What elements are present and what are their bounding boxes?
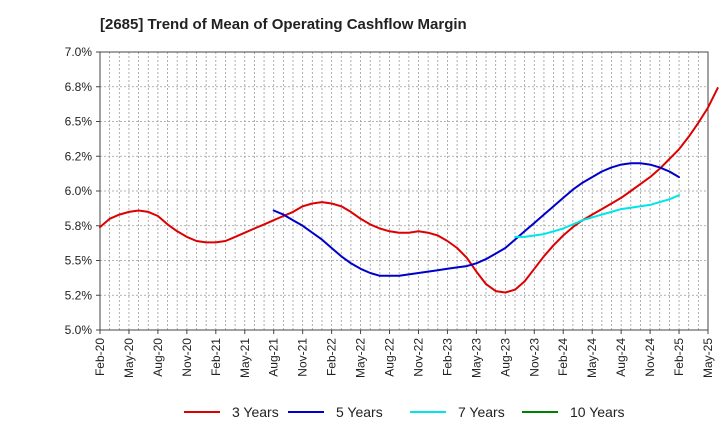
x-tick-label: Nov-22 (411, 338, 425, 377)
series-lines (99, 87, 719, 294)
legend-swatch-5-years (288, 411, 324, 413)
x-tick-label: Aug-24 (614, 338, 628, 377)
series-line-3-years (99, 87, 719, 294)
axes (96, 51, 709, 334)
x-tick-label: Nov-23 (527, 338, 541, 377)
grid (99, 51, 709, 331)
series-line-7-years (514, 194, 680, 238)
x-tick-label: Nov-24 (643, 338, 657, 377)
legend-label-3-years: 3 Years (232, 404, 279, 420)
y-tick-label: 5.8% (65, 219, 93, 233)
x-tick-label: May-21 (238, 338, 252, 378)
y-tick-label: 7.0% (65, 45, 93, 59)
x-tick-label: Aug-23 (498, 338, 512, 377)
legend-label-7-years: 7 Years (458, 404, 505, 420)
x-tick-label: Nov-21 (296, 338, 310, 377)
x-tick-label: May-23 (469, 338, 483, 378)
x-tick-label: May-22 (354, 338, 368, 378)
chart-title: [2685] Trend of Mean of Operating Cashfl… (100, 16, 467, 33)
x-tick-label: Feb-20 (93, 338, 107, 376)
y-tick-labels: 5.0% 5.2% 5.5% 5.8% 6.0% 6.2% 6.5% 6.8% 7.0% (65, 45, 93, 337)
x-tick-label: Feb-23 (440, 338, 454, 376)
legend: 3 Years 5 Years 7 Years 10 Years (0, 404, 720, 424)
y-tick-label: 6.5% (65, 115, 93, 129)
legend-item-3-years: 3 Years (184, 404, 279, 420)
legend-label-5-years: 5 Years (336, 404, 383, 420)
x-tick-labels: Feb-20 May-20 Aug-20 Nov-20 Feb-21 May-21 Aug-… (93, 338, 715, 378)
x-tick-label: Feb-21 (209, 338, 223, 376)
y-tick-label: 6.2% (65, 149, 93, 163)
x-tick-label: May-20 (122, 338, 136, 378)
x-tick-label: Aug-21 (267, 338, 281, 377)
legend-swatch-7-years (410, 411, 446, 413)
x-tick-label: May-24 (585, 338, 599, 378)
legend-swatch-3-years (184, 411, 220, 413)
y-tick-label: 5.2% (65, 288, 93, 302)
x-tick-label: Aug-22 (383, 338, 397, 377)
x-tick-label: Feb-22 (325, 338, 339, 376)
x-tick-label: Feb-24 (556, 338, 570, 376)
y-tick-label: 6.0% (65, 184, 93, 198)
y-tick-label: 5.5% (65, 254, 93, 268)
legend-swatch-10-years (522, 411, 558, 413)
x-tick-label: May-25 (701, 338, 715, 378)
series-line-5-years (272, 162, 680, 277)
legend-item-7-years: 7 Years (410, 404, 505, 420)
y-tick-label: 6.8% (65, 80, 93, 94)
x-tick-label: Aug-20 (151, 338, 165, 377)
x-tick-label: Nov-20 (180, 338, 194, 377)
legend-item-10-years: 10 Years (522, 404, 625, 420)
y-tick-label: 5.0% (65, 323, 93, 337)
legend-label-10-years: 10 Years (570, 404, 625, 420)
x-tick-label: Feb-25 (672, 338, 686, 376)
legend-item-5-years: 5 Years (288, 404, 383, 420)
